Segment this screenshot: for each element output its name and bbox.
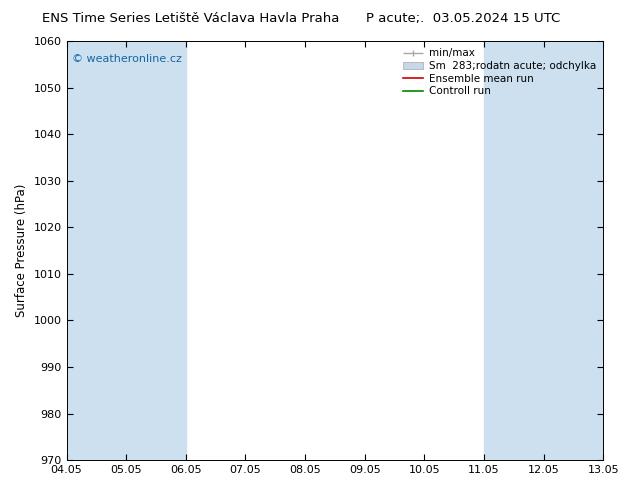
Text: © weatheronline.cz: © weatheronline.cz bbox=[72, 53, 182, 64]
Bar bbox=[484, 41, 543, 460]
Legend: min/max, Sm  283;rodatn acute; odchylka, Ensemble mean run, Controll run: min/max, Sm 283;rodatn acute; odchylka, … bbox=[401, 46, 598, 98]
Bar bbox=[543, 41, 603, 460]
Y-axis label: Surface Pressure (hPa): Surface Pressure (hPa) bbox=[15, 184, 28, 318]
Bar bbox=[67, 41, 186, 460]
Text: P acute;.  03.05.2024 15 UTC: P acute;. 03.05.2024 15 UTC bbox=[366, 12, 560, 25]
Text: ENS Time Series Letiště Václava Havla Praha: ENS Time Series Letiště Václava Havla Pr… bbox=[41, 12, 339, 25]
